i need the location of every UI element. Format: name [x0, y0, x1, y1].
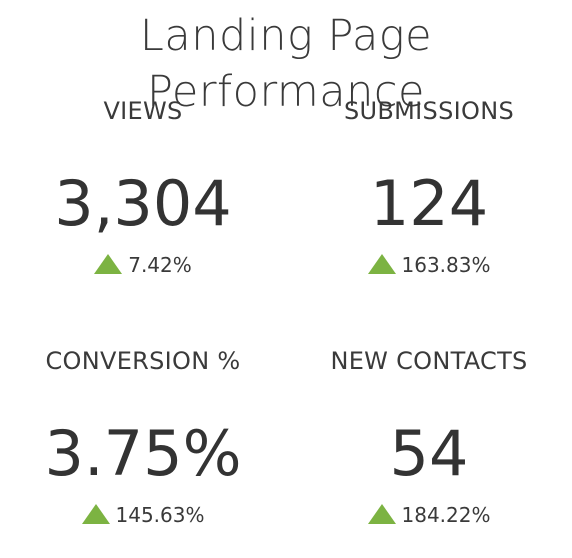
triangle-up-icon: [81, 504, 110, 524]
metric-change-value: 145.63%: [115, 503, 205, 527]
metric-label: VIEWS: [103, 97, 183, 125]
metric-label: NEW CONTACTS: [330, 347, 528, 375]
metric-value: 3,304: [54, 167, 232, 240]
metric-label: CONVERSION %: [45, 347, 241, 375]
metric-new-contacts: NEW CONTACTS 54 184.22%: [286, 346, 572, 528]
metric-label: SUBMISSIONS: [344, 97, 514, 125]
metric-value: 54: [389, 417, 469, 490]
metric-submissions: SUBMISSIONS 124 163.83%: [286, 96, 572, 278]
page-title: Landing Page Performance: [139, 11, 433, 117]
metric-change: 184.22%: [286, 502, 572, 528]
triangle-up-icon: [94, 254, 123, 274]
triangle-up-icon: [367, 504, 396, 524]
metric-change: 7.42%: [0, 252, 286, 278]
triangle-up-icon: [367, 254, 396, 274]
metric-views: VIEWS 3,304 7.42%: [0, 96, 286, 278]
metric-change-value: 163.83%: [401, 253, 491, 277]
metric-change: 163.83%: [286, 252, 572, 278]
metric-value: 124: [369, 167, 489, 240]
metric-change-value: 184.22%: [401, 503, 491, 527]
metric-conversion: CONVERSION % 3.75% 145.63%: [0, 346, 286, 528]
metric-change-value: 7.42%: [128, 253, 192, 277]
metric-value: 3.75%: [44, 417, 242, 490]
metric-change: 145.63%: [0, 502, 286, 528]
